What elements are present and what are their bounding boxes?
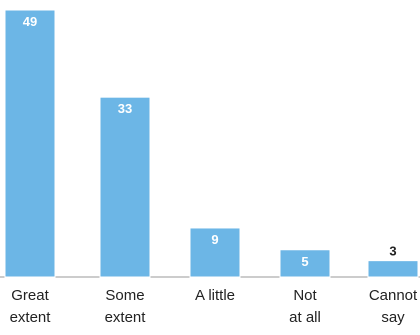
bars-group: 49 33 9 5 3	[4, 9, 419, 278]
bar-2	[189, 227, 241, 278]
category-label-3-line-1: at all	[289, 309, 321, 326]
bar-3	[279, 249, 331, 278]
bar-value-label-0: 49	[23, 14, 37, 29]
category-label-1-line-1: extent	[105, 309, 147, 326]
bar-value-label-2: 9	[211, 232, 218, 247]
category-label-3-line-0: Not	[293, 287, 317, 304]
category-label-4-line-0: Cannot	[369, 287, 418, 304]
bar-4	[367, 260, 419, 278]
category-label-2-line-0: A little	[195, 287, 235, 304]
category-label-0-line-0: Great	[11, 287, 49, 304]
bar-1	[99, 96, 151, 278]
bar-value-label-3: 5	[301, 254, 308, 269]
category-label-4-line-1: say	[381, 309, 405, 326]
category-labels-group: Great extent Some extent A little Not at all Ca…	[10, 287, 418, 326]
bar-0	[4, 9, 56, 278]
category-label-0-line-1: extent	[10, 309, 52, 326]
bar-value-label-4: 3	[389, 244, 396, 259]
category-label-1-line-0: Some	[105, 287, 144, 304]
bar-value-label-1: 33	[118, 101, 132, 116]
